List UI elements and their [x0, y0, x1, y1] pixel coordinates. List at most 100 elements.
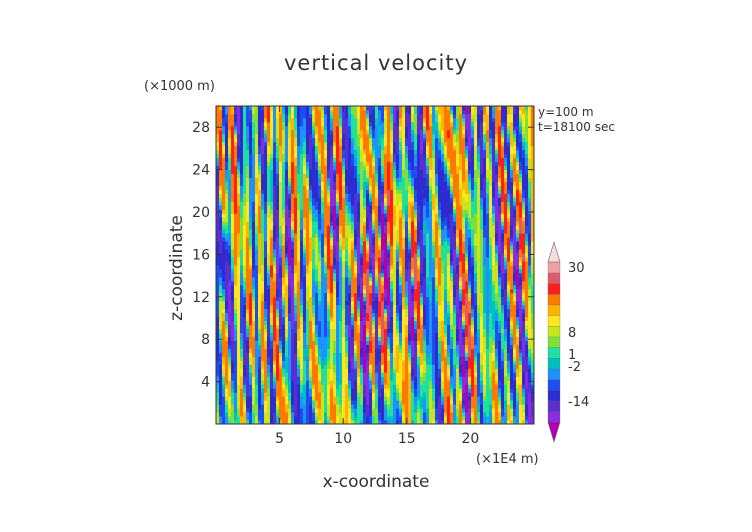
heatmap-cell — [342, 253, 346, 258]
heatmap-cell — [483, 404, 487, 409]
heatmap-cell — [294, 408, 298, 413]
heatmap-cell — [315, 348, 319, 353]
heatmap-cell — [264, 412, 268, 417]
heatmap-cell — [444, 328, 448, 333]
heatmap-cell — [459, 392, 463, 397]
heatmap-cell — [246, 420, 250, 425]
heatmap-cell — [465, 249, 469, 254]
heatmap-cell — [300, 416, 304, 421]
heatmap-cell — [309, 237, 313, 242]
heatmap-cell — [297, 364, 301, 369]
heatmap-cell — [306, 372, 310, 377]
heatmap-cell — [525, 280, 529, 286]
heatmap-cell — [234, 380, 238, 385]
heatmap-cell — [237, 392, 241, 397]
heatmap-cell — [216, 372, 220, 377]
heatmap-cell — [351, 376, 355, 381]
heatmap-cell — [444, 272, 448, 278]
heatmap-cell — [471, 356, 475, 361]
heatmap-cell — [279, 265, 283, 270]
heatmap-cell — [303, 296, 307, 302]
heatmap-cell — [483, 328, 487, 333]
heatmap-cell — [435, 336, 439, 341]
heatmap-cell — [339, 253, 343, 258]
heatmap-cell — [459, 416, 463, 421]
heatmap-cell — [297, 284, 301, 290]
heatmap-cell — [471, 312, 475, 318]
heatmap-cell — [249, 332, 253, 337]
heatmap-cell — [492, 340, 496, 345]
heatmap-cell — [384, 241, 388, 246]
heatmap-cell — [384, 304, 388, 310]
heatmap-cell — [408, 292, 412, 298]
heatmap-cell — [504, 292, 508, 298]
heatmap-cell — [312, 296, 316, 302]
heatmap-cell — [465, 384, 469, 389]
heatmap-cell — [522, 340, 526, 345]
heatmap-cell — [429, 245, 433, 250]
heatmap-cell — [240, 300, 244, 306]
heatmap-cell — [378, 257, 382, 262]
heatmap-cell — [408, 352, 412, 357]
heatmap-cell — [285, 292, 289, 298]
heatmap-cell — [528, 396, 532, 401]
heatmap-cell — [291, 332, 295, 337]
heatmap-cell — [438, 300, 442, 306]
heatmap-cell — [474, 288, 478, 294]
heatmap-cell — [276, 388, 280, 393]
heatmap-cell — [483, 237, 487, 242]
heatmap-cell — [303, 241, 307, 246]
heatmap-cell — [252, 408, 256, 413]
heatmap-cell — [255, 400, 259, 405]
heatmap-cell — [270, 340, 274, 345]
heatmap-cell — [357, 324, 361, 330]
heatmap-cell — [489, 376, 493, 381]
heatmap-cell — [276, 304, 280, 310]
heatmap-cell — [336, 304, 340, 310]
heatmap-cell — [507, 237, 511, 242]
heatmap-cell — [285, 300, 289, 306]
heatmap-cell — [408, 400, 412, 405]
heatmap-cell — [348, 253, 352, 258]
heatmap-cell — [366, 324, 370, 330]
heatmap-cell — [453, 261, 457, 266]
heatmap-cell — [243, 336, 247, 341]
heatmap-cell — [465, 416, 469, 421]
heatmap-cell — [399, 364, 403, 369]
heatmap-cell — [429, 268, 433, 274]
heatmap-cell — [474, 280, 478, 286]
heatmap-cell — [495, 300, 499, 306]
heatmap-cell — [435, 300, 439, 306]
heatmap-cell — [411, 364, 415, 369]
heatmap-cell — [360, 249, 364, 254]
heatmap-cell — [339, 364, 343, 369]
heatmap-cell — [435, 296, 439, 302]
heatmap-cell — [396, 408, 400, 413]
heatmap-cell — [228, 237, 232, 242]
heatmap-cell — [297, 324, 301, 330]
heatmap-cell — [381, 296, 385, 302]
heatmap-cell — [441, 364, 445, 369]
heatmap-cell — [258, 388, 262, 393]
heatmap-cell — [258, 296, 262, 302]
heatmap-cell — [489, 300, 493, 306]
heatmap-cell — [219, 257, 223, 262]
heatmap-cell — [315, 272, 319, 278]
heatmap-cell — [408, 253, 412, 258]
heatmap-cell — [327, 340, 331, 345]
heatmap-cell — [309, 332, 313, 337]
heatmap-cell — [516, 265, 520, 270]
heatmap-cell — [525, 368, 529, 373]
heatmap-cell — [471, 372, 475, 377]
heatmap-cell — [240, 336, 244, 341]
heatmap-cell — [372, 368, 376, 373]
heatmap-cell — [336, 364, 340, 369]
heatmap-cell — [222, 292, 226, 298]
heatmap-cell — [225, 276, 229, 282]
heatmap-cell — [450, 272, 454, 278]
heatmap-cell — [249, 408, 253, 413]
heatmap-cell — [408, 324, 412, 330]
heatmap-cell — [291, 364, 295, 369]
heatmap-cell — [462, 288, 466, 294]
heatmap-cell — [288, 388, 292, 393]
